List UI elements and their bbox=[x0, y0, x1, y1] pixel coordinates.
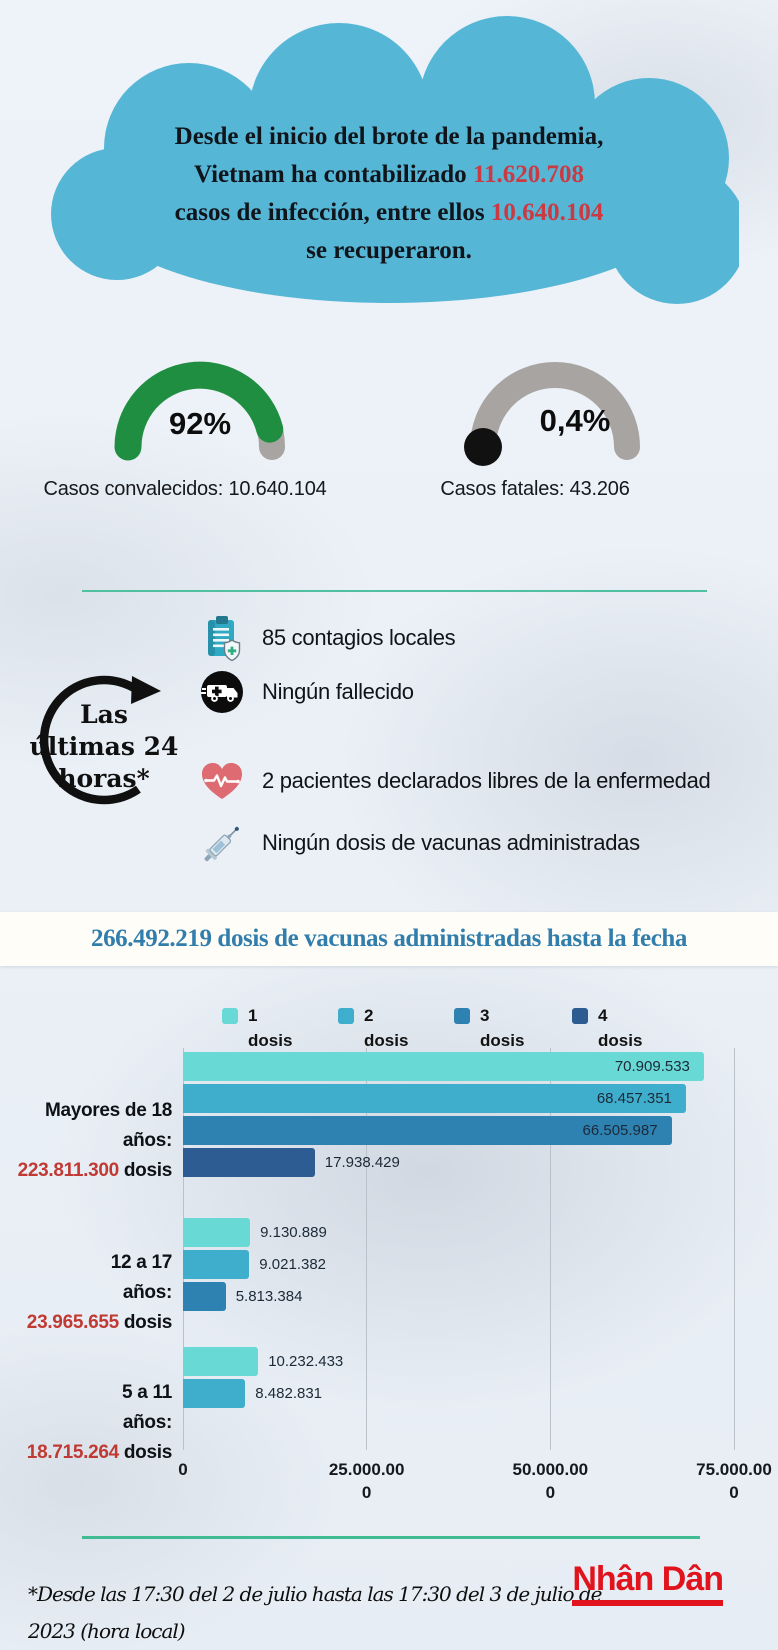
group-label-line2: años: bbox=[122, 1282, 172, 1303]
chart-gridline bbox=[549, 1048, 551, 1450]
vaccine-headline: 266.492.219 dosis de vacunas administrad… bbox=[90, 925, 688, 952]
bar-value-label: 10.232.433 bbox=[268, 1353, 344, 1370]
group-label-line2: años: bbox=[122, 1412, 172, 1433]
recovered-total: 10.640.104 bbox=[490, 199, 604, 226]
bar-1-dosis bbox=[183, 1347, 259, 1376]
bar-1-dosis bbox=[183, 1218, 251, 1247]
legend-label-3-dosis: 3 dosis bbox=[480, 1006, 525, 1050]
bar-value-label: 70.909.533 bbox=[614, 1058, 690, 1075]
fatal-label: Casos fatales: 43.206 bbox=[440, 478, 630, 500]
fatal-gauge bbox=[464, 362, 640, 466]
chart-gridline bbox=[733, 1048, 735, 1450]
section-divider-bottom bbox=[82, 1536, 700, 1539]
bar-value-label: 8.482.831 bbox=[255, 1385, 323, 1402]
h24-item-text: 85 contagios locales bbox=[262, 625, 456, 650]
h24-item-text: Ningún dosis de vacunas administradas bbox=[262, 830, 640, 855]
recovered-label: Casos convalecidos: 10.640.104 bbox=[43, 478, 327, 500]
group-label-line2: años: bbox=[122, 1130, 172, 1151]
bar-1-dosis bbox=[183, 1052, 704, 1081]
circular-arrow-icon bbox=[39, 675, 161, 805]
cloud-shape bbox=[51, 16, 739, 304]
group-label-total: 23.965.655 dosis bbox=[26, 1312, 173, 1333]
bar-value-label: 9.130.889 bbox=[260, 1224, 327, 1241]
h24-item-local-cases: 85 contagios locales bbox=[198, 614, 456, 662]
group-label-line1: Mayores de 18 bbox=[44, 1100, 172, 1121]
chart-gridline bbox=[182, 1048, 184, 1450]
bar-value-label: 68.457.351 bbox=[596, 1090, 672, 1107]
legend-swatch-2-dosis bbox=[338, 1008, 354, 1024]
legend-label-4-dosis: 4 dosis bbox=[598, 1006, 643, 1050]
gauge-dot bbox=[464, 428, 502, 466]
vaccine-headline-band: 266.492.219 dosis de vacunas administrad… bbox=[0, 912, 778, 966]
bar-value-label: 5.813.384 bbox=[235, 1288, 303, 1305]
chart-gridline bbox=[366, 1048, 368, 1450]
cloud-line-4: se recuperaron. bbox=[306, 237, 472, 264]
h24-item-vaccines: Ningún dosis de vacunas administradas bbox=[198, 819, 640, 867]
recovered-gauge bbox=[114, 361, 285, 461]
ambulance-icon bbox=[201, 671, 243, 713]
last-24h-title-line1: Las bbox=[80, 700, 128, 729]
bar-value-label: 66.505.987 bbox=[582, 1122, 658, 1139]
bar-value-label: 17.938.429 bbox=[324, 1154, 400, 1171]
h24-item-recovered: 2 pacientes declarados libres de la enfe… bbox=[198, 757, 711, 805]
recovered-percent: 92% bbox=[168, 406, 232, 441]
group-label-total: 223.811.300 dosis bbox=[17, 1160, 173, 1181]
bar-2-dosis bbox=[183, 1379, 246, 1408]
cloud-line-1: Desde el inicio del brote de la pandemia… bbox=[174, 123, 604, 150]
legend-swatch-1-dosis bbox=[222, 1008, 238, 1024]
group-label-line1: 12 a 17 bbox=[110, 1252, 173, 1273]
bar-3-dosis bbox=[183, 1116, 672, 1145]
section-divider-top bbox=[82, 590, 707, 592]
cloud-line-2: Vietnam ha contabilizado 11.620.708 bbox=[193, 161, 585, 188]
footnote-line2: 2023 (hora local) bbox=[28, 1619, 186, 1643]
h24-item-text: Ningún fallecido bbox=[262, 679, 414, 704]
nhan-dan-logo: Nhân Dân bbox=[572, 1560, 724, 1606]
last-24h-title-line3: horas* bbox=[58, 764, 150, 793]
bar-2-dosis bbox=[183, 1084, 686, 1113]
group-label-line1: 5 a 11 bbox=[122, 1382, 172, 1403]
x-axis-tick-label: 0 bbox=[178, 1460, 188, 1479]
bar-value-label: 9.021.382 bbox=[259, 1256, 327, 1273]
clipboard-shield-icon bbox=[208, 616, 241, 662]
bar-2-dosis bbox=[183, 1250, 250, 1279]
h24-item-deaths: Ningún fallecido bbox=[198, 668, 414, 716]
h24-item-text: 2 pacientes declarados libres de la enfe… bbox=[262, 768, 711, 793]
footnote: *Desde las 17:30 del 2 de julio hasta la… bbox=[28, 1576, 603, 1650]
group-label-total: 18.715.264 dosis bbox=[26, 1442, 173, 1463]
footnote-line1: *Desde las 17:30 del 2 de julio hasta la… bbox=[28, 1582, 603, 1606]
legend-label-2-dosis: 2 dosis bbox=[364, 1006, 409, 1050]
legend-label-1-dosis: 1 dosis bbox=[248, 1006, 293, 1050]
syringe-icon bbox=[204, 826, 239, 862]
fatal-percent: 0,4% bbox=[539, 403, 611, 438]
x-axis-tick-label: 75.000.00 0 bbox=[696, 1460, 772, 1502]
legend-swatch-4-dosis bbox=[572, 1008, 588, 1024]
legend-swatch-3-dosis bbox=[454, 1008, 470, 1024]
last-24h-title-line2: últimas 24 bbox=[29, 732, 179, 761]
heart-pulse-icon bbox=[202, 763, 242, 799]
cloud-banner: Desde el inicio del brote de la pandemia… bbox=[99, 118, 679, 270]
cloud-line-3: casos de infección, entre ellos 10.640.1… bbox=[174, 199, 604, 226]
last-24h-title: Las últimas 24 horas* bbox=[24, 699, 184, 795]
infection-total: 11.620.708 bbox=[472, 161, 585, 188]
x-axis-tick-label: 50.000.00 0 bbox=[512, 1460, 589, 1502]
bar-3-dosis bbox=[183, 1282, 226, 1311]
bar-4-dosis bbox=[183, 1148, 315, 1177]
x-axis-tick-label: 25.000.00 0 bbox=[328, 1460, 405, 1502]
